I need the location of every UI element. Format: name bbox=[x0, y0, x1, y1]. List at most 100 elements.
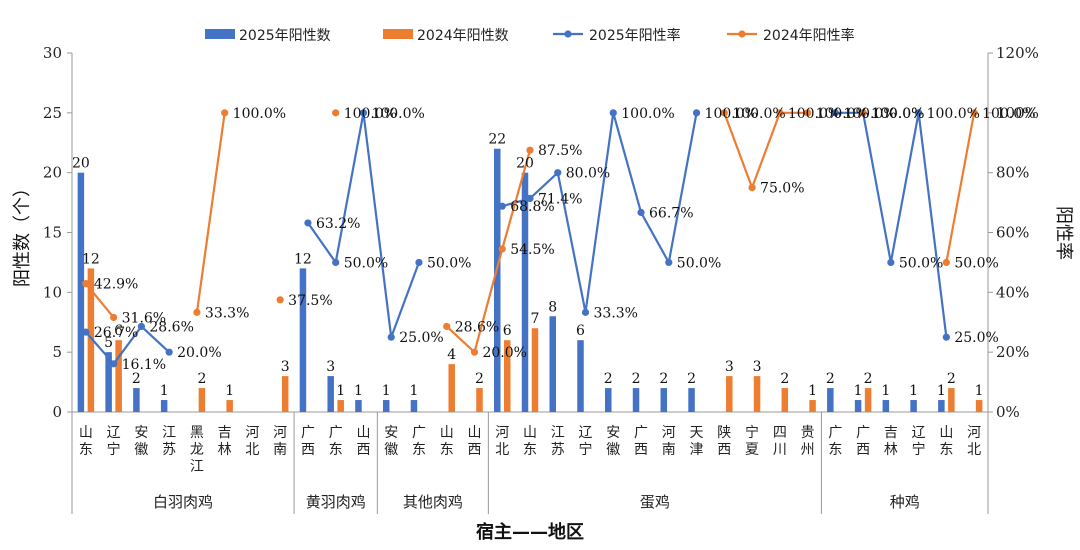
x-category-label: 山西 bbox=[356, 425, 370, 458]
x-category-char: 山 bbox=[939, 425, 953, 441]
x-category-char: 东 bbox=[939, 442, 953, 458]
rate-value-label: 100.0% bbox=[371, 106, 424, 122]
bar-value-label: 7 bbox=[531, 311, 540, 327]
bar bbox=[410, 400, 418, 412]
bar-value-label: 1 bbox=[975, 383, 984, 399]
bar-value-label: 8 bbox=[548, 299, 557, 315]
bars bbox=[77, 148, 983, 412]
x-category-char: 东 bbox=[440, 442, 454, 458]
bar-value-label: 2 bbox=[132, 371, 141, 387]
x-category-char: 吉 bbox=[884, 425, 898, 441]
bar bbox=[133, 388, 140, 412]
rate-value-label: 100.0% bbox=[871, 106, 924, 122]
rate-point bbox=[831, 109, 839, 117]
x-category-label: 安徽 bbox=[384, 425, 398, 458]
x-category-label: 山东 bbox=[79, 425, 93, 458]
x-category-char: 江 bbox=[551, 425, 565, 441]
y2-tick-label: 40% bbox=[996, 283, 1029, 301]
rate-value-label: 50.0% bbox=[427, 255, 471, 271]
bar-value-label: 2 bbox=[780, 371, 789, 387]
bar bbox=[160, 400, 168, 412]
bar bbox=[549, 316, 557, 412]
rate-point bbox=[165, 348, 173, 356]
bar-value-label: 1 bbox=[881, 383, 890, 399]
bar bbox=[493, 148, 501, 412]
x-category-char: 辽 bbox=[107, 425, 121, 441]
x-category-char: 南 bbox=[273, 442, 287, 458]
x-category-label: 辽宁 bbox=[107, 425, 121, 458]
rate-point bbox=[942, 333, 950, 341]
x-category-char: 东 bbox=[412, 442, 426, 458]
y-tick-label: 25 bbox=[43, 104, 62, 122]
bar-value-label: 1 bbox=[808, 383, 817, 399]
rate-value-label: 100.0% bbox=[705, 106, 758, 122]
bar bbox=[198, 388, 206, 412]
bar bbox=[632, 388, 640, 412]
bar-value-label: 4 bbox=[447, 347, 456, 363]
rate-value-label: 100.0% bbox=[788, 106, 841, 122]
x-category-char: 宁 bbox=[745, 424, 759, 441]
bar-value-label: 1 bbox=[909, 383, 918, 399]
x-category-char: 天 bbox=[690, 425, 704, 441]
bar-value-label: 12 bbox=[82, 251, 100, 267]
bar bbox=[337, 400, 344, 412]
bar-value-label: 1 bbox=[160, 383, 169, 399]
rate-value-label: 16.1% bbox=[122, 357, 166, 373]
rate-value-label: 28.6% bbox=[455, 319, 499, 335]
x-category-label: 山东 bbox=[523, 425, 537, 458]
bar bbox=[115, 340, 122, 412]
x-category-char: 江 bbox=[162, 425, 176, 441]
x-category-char: 山 bbox=[467, 425, 481, 441]
x-category-char: 州 bbox=[801, 442, 815, 458]
x-category-char: 西 bbox=[634, 442, 648, 458]
y2-tick-label: 100% bbox=[996, 104, 1039, 122]
x-category-char: 津 bbox=[690, 442, 704, 458]
bar bbox=[781, 388, 789, 412]
bar-value-label: 2 bbox=[604, 371, 613, 387]
x-category-label: 广东 bbox=[329, 425, 343, 458]
rate-value-label: 50.0% bbox=[899, 255, 943, 271]
rate-line-segment bbox=[835, 111, 948, 338]
rate-point bbox=[526, 194, 534, 202]
rate-point bbox=[720, 109, 728, 117]
rate-value-label: 100.0% bbox=[871, 106, 924, 122]
bar bbox=[476, 388, 483, 412]
x-axis: 山东辽宁安徽江苏黑龙江吉林河北河南广西广东山西安徽广东山东山西河北山东江苏辽宁安… bbox=[71, 412, 989, 514]
x-category-label: 河北 bbox=[245, 425, 259, 458]
rate-point bbox=[276, 296, 284, 304]
rate-line-segment bbox=[501, 111, 698, 314]
bar-value-label: 1 bbox=[336, 383, 345, 399]
rate-value-label: 87.5% bbox=[538, 143, 582, 159]
bar-value-label: 20 bbox=[72, 156, 90, 172]
rate-point bbox=[776, 109, 784, 117]
y2-tick-label: 20% bbox=[996, 343, 1029, 361]
x-category-char: 南 bbox=[662, 442, 676, 458]
x-category-char: 四 bbox=[773, 425, 787, 441]
x-axis-title: 宿主——地区 bbox=[476, 521, 584, 543]
x-category-char: 河 bbox=[662, 425, 676, 441]
x-category-char: 辽 bbox=[912, 425, 926, 441]
legend-swatch-marker bbox=[564, 30, 572, 38]
x-category-char: 北 bbox=[967, 442, 981, 458]
x-category-char: 河 bbox=[967, 425, 981, 441]
x-category-label: 辽宁 bbox=[579, 425, 593, 458]
rate-point bbox=[637, 208, 645, 217]
x-category-char: 徽 bbox=[606, 442, 620, 458]
rate-value-label: 25.0% bbox=[954, 330, 998, 346]
rate-value-label: 100.0% bbox=[621, 106, 674, 122]
rate-point bbox=[359, 109, 368, 117]
rate-value-label: 50.0% bbox=[954, 255, 998, 271]
bar-value-label: 3 bbox=[326, 359, 335, 375]
rate-value-label: 37.5% bbox=[288, 293, 332, 309]
x-category-char: 山 bbox=[79, 425, 93, 441]
legend-label: 2025年阳性率 bbox=[589, 27, 681, 44]
rate-point bbox=[970, 109, 978, 117]
bar-value-label: 2 bbox=[864, 371, 873, 387]
rate-point bbox=[415, 258, 423, 267]
x-category-label: 河南 bbox=[662, 425, 676, 458]
x-category-label: 广西 bbox=[856, 425, 870, 458]
y2-tick-label: 80% bbox=[996, 164, 1029, 182]
rate-line-segment bbox=[85, 325, 170, 365]
bar-value-label: 1 bbox=[354, 383, 363, 399]
x-category-char: 北 bbox=[245, 442, 259, 458]
